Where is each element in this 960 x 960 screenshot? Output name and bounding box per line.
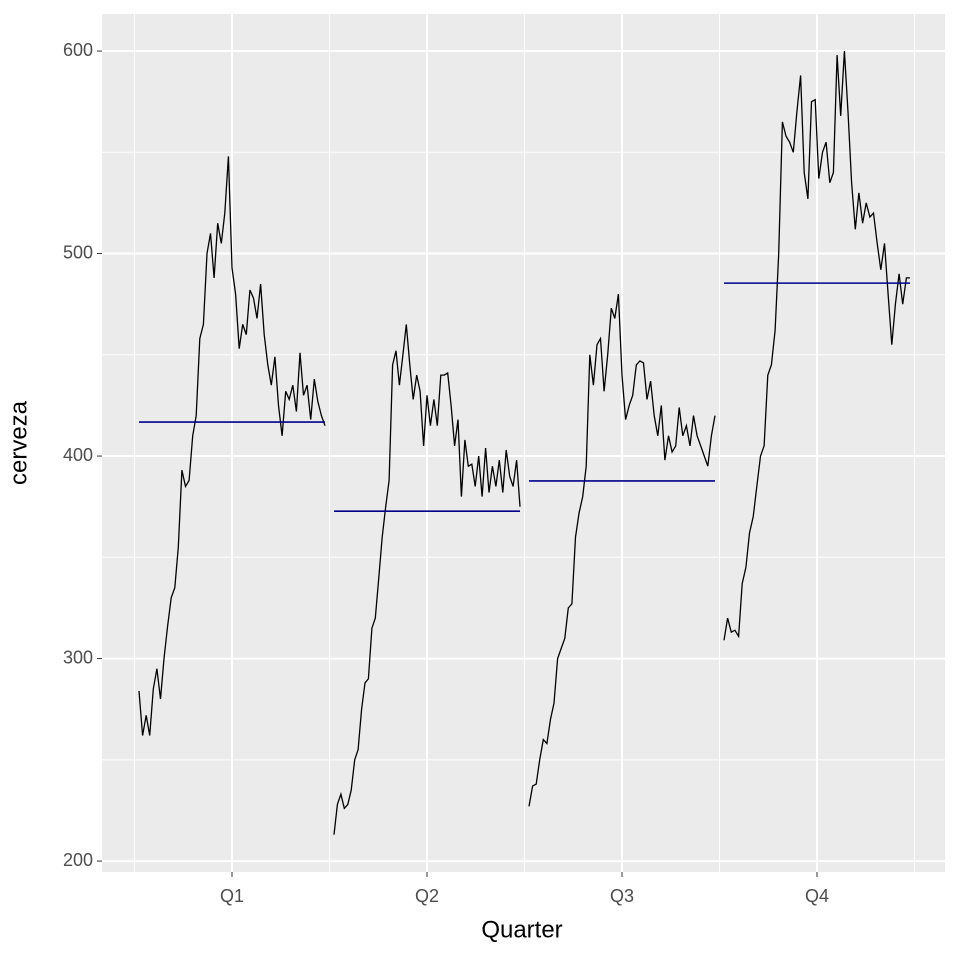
y-axis-title: cerveza [5, 400, 32, 485]
x-tick-label: Q1 [220, 886, 244, 906]
y-tick-label: 500 [63, 242, 93, 262]
series-line [528, 294, 716, 807]
series-line [138, 156, 326, 736]
x-tick-label: Q2 [415, 886, 439, 906]
x-tick-label: Q3 [610, 886, 634, 906]
series-line [333, 324, 521, 835]
series-line [723, 51, 910, 641]
y-tick-label: 300 [63, 647, 93, 667]
panel [102, 14, 945, 872]
y-tick-label: 400 [63, 445, 93, 465]
x-tick-label: Q4 [805, 886, 829, 906]
y-tick-label: 600 [63, 40, 93, 60]
x-axis-title: Quarter [481, 916, 562, 943]
y-tick-label: 200 [63, 850, 93, 870]
